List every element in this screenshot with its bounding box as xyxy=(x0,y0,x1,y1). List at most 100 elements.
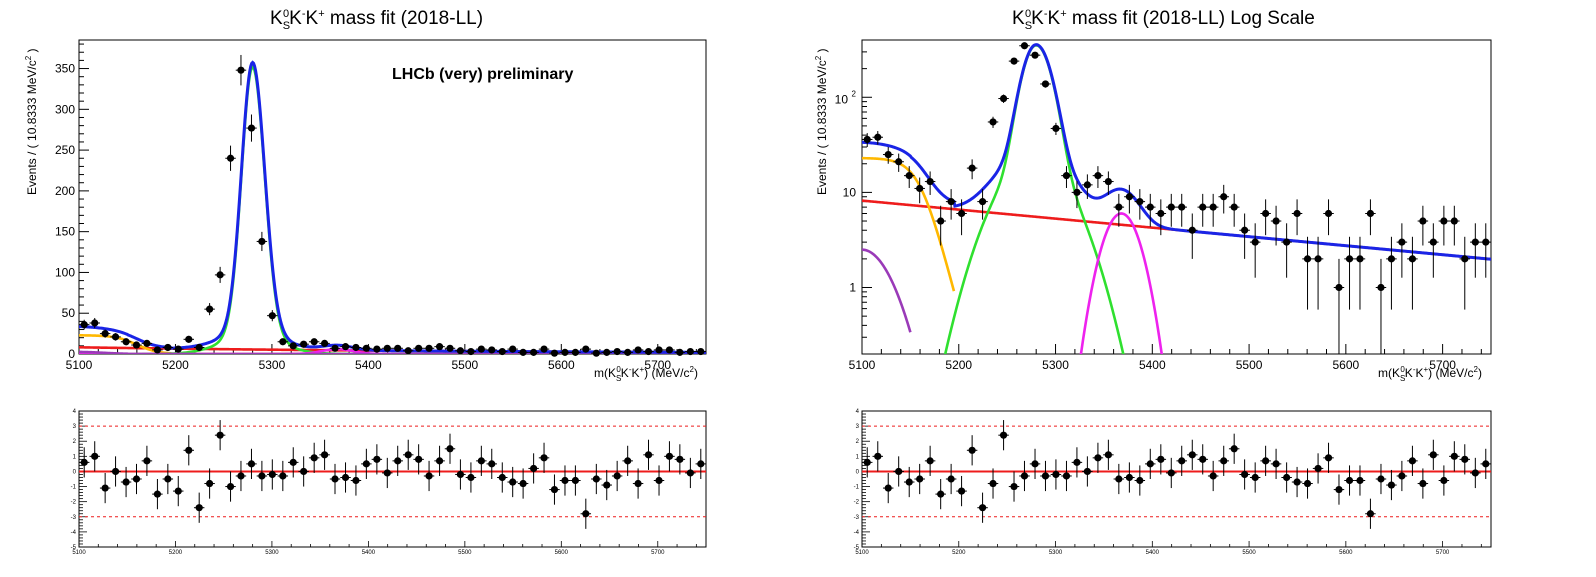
right-data-point xyxy=(1293,209,1301,218)
left-data-point xyxy=(644,347,653,356)
left-x-tick-label: 5600 xyxy=(548,358,575,372)
right-res-x-tick-label: 5100 xyxy=(855,550,869,556)
left-data-point xyxy=(603,348,611,356)
left-frame xyxy=(78,39,707,355)
right-res-pull-point xyxy=(1283,473,1291,482)
left-y-tick-label: 350 xyxy=(55,62,75,76)
left-res-pull-point xyxy=(174,487,182,495)
right-curve-signal xyxy=(943,43,1125,354)
left-data-point xyxy=(467,347,475,356)
right-res-pull-point xyxy=(884,484,892,492)
left-curve-total xyxy=(79,60,706,354)
right-curve-low-mass xyxy=(862,156,956,292)
right-res-pull-point xyxy=(1324,454,1333,462)
right-data-point xyxy=(1241,226,1249,234)
left-res-pull-point xyxy=(394,457,402,465)
left-data-point xyxy=(373,345,381,353)
right-data-point xyxy=(978,198,987,206)
right-data-point xyxy=(863,135,871,144)
right-res-pull-point xyxy=(874,452,882,460)
left-data-point xyxy=(362,344,370,352)
right-res-y-tick-label: 3 xyxy=(856,424,860,430)
left-data-point xyxy=(519,348,527,356)
right-res-pull-point xyxy=(968,446,976,454)
right-data-point xyxy=(1471,238,1479,246)
left-res-pull-point xyxy=(498,473,506,482)
right-res-y-tick-label: 0 xyxy=(856,469,860,475)
right-data-point xyxy=(1167,203,1175,211)
left-data-point xyxy=(530,348,538,356)
left-res-pull-point xyxy=(644,451,653,459)
right-x-tick-label: 5200 xyxy=(945,358,972,372)
left-y-tick-label: 0 xyxy=(68,347,75,361)
left-res-pull-point xyxy=(582,510,590,518)
right-data-point xyxy=(1387,255,1396,263)
right-data-point xyxy=(1188,226,1196,234)
right-res-pull-point xyxy=(1125,473,1133,482)
lhcb-annotation: LHCb (very) preliminary xyxy=(392,66,573,83)
left-res-pull-point xyxy=(467,473,475,482)
left-data-point xyxy=(206,305,214,313)
right-data-point xyxy=(968,164,976,172)
right-data-point xyxy=(1461,255,1469,263)
right-res-pull-point xyxy=(1440,476,1448,485)
right-res-pull-point xyxy=(1083,467,1091,476)
left-chart-title: KS0K-K+ mass fit (2018-LL) xyxy=(270,8,483,32)
right-data-point xyxy=(1303,255,1312,263)
right-res-pull-point xyxy=(1157,455,1165,463)
right-data-point xyxy=(905,172,913,180)
right-points xyxy=(861,42,1492,354)
left-res-pull-point xyxy=(383,469,391,477)
right-data-point xyxy=(1345,255,1354,263)
left-res-pull-point xyxy=(697,460,705,468)
right-data-point xyxy=(1062,172,1071,180)
right-curve-total xyxy=(862,43,1491,261)
right-res-y-tick-label: -3 xyxy=(854,515,860,521)
right-data-point xyxy=(1440,217,1448,225)
left-data-point xyxy=(415,344,423,352)
left-data-point xyxy=(164,343,172,352)
left-data-point xyxy=(331,344,339,352)
right-data-point xyxy=(926,177,934,186)
left-res-pull-point xyxy=(509,478,517,486)
left-y-tick-label: 250 xyxy=(55,143,75,157)
left-res-pull-point xyxy=(686,469,694,477)
left-data-point xyxy=(592,349,600,357)
right-res-pull-point xyxy=(1209,472,1217,480)
left-data-point xyxy=(122,338,130,346)
left-data-point xyxy=(300,340,308,348)
right-res-pull-point xyxy=(1471,469,1479,477)
left-res-pull-point xyxy=(435,457,444,465)
right-res-pull-point xyxy=(1377,475,1385,483)
right-data-point xyxy=(1251,238,1259,246)
left-data-point xyxy=(195,343,203,352)
left-res-pull-point xyxy=(310,454,318,462)
right-data-point xyxy=(947,198,955,206)
left-res-pull-point xyxy=(519,479,527,488)
left-res-x-tick-label: 5300 xyxy=(265,550,279,556)
right-x-tick-label: 5500 xyxy=(1236,358,1263,372)
left-data-point xyxy=(665,346,674,354)
right-data-point xyxy=(1220,193,1228,201)
right-res-pull-point xyxy=(1241,470,1249,479)
left-points xyxy=(78,54,707,357)
left-data-point xyxy=(320,339,329,347)
right-y-tick-label: 10 xyxy=(835,92,849,106)
left-data-point xyxy=(509,345,517,353)
right-residual-plot: -5 -4 -3 -2 -1 0 1 2 3 4 5100 5200 5300 5400 5500 5600 5… xyxy=(854,409,1492,556)
left-res-y-tick-label: 2 xyxy=(73,439,77,445)
left-res-pull-point xyxy=(300,467,308,476)
right-data-point xyxy=(1366,209,1375,218)
right-data-point xyxy=(1356,255,1364,263)
right-res-pull-point xyxy=(1062,472,1071,480)
right-data-point xyxy=(1094,172,1102,180)
right-res-pull-point xyxy=(1230,445,1238,453)
left-data-point xyxy=(174,345,182,353)
left-res-x-tick-label: 5500 xyxy=(458,550,472,556)
right-res-pull-point xyxy=(1303,479,1312,488)
left-res-pull-point xyxy=(592,475,600,483)
left-plot-area: 5100 5200 5300 5400 5500 5600 5700 0 50 100 150 200… xyxy=(55,39,707,372)
right-x-tick-label: 5700 xyxy=(1429,358,1456,372)
right-data-point xyxy=(874,133,882,141)
